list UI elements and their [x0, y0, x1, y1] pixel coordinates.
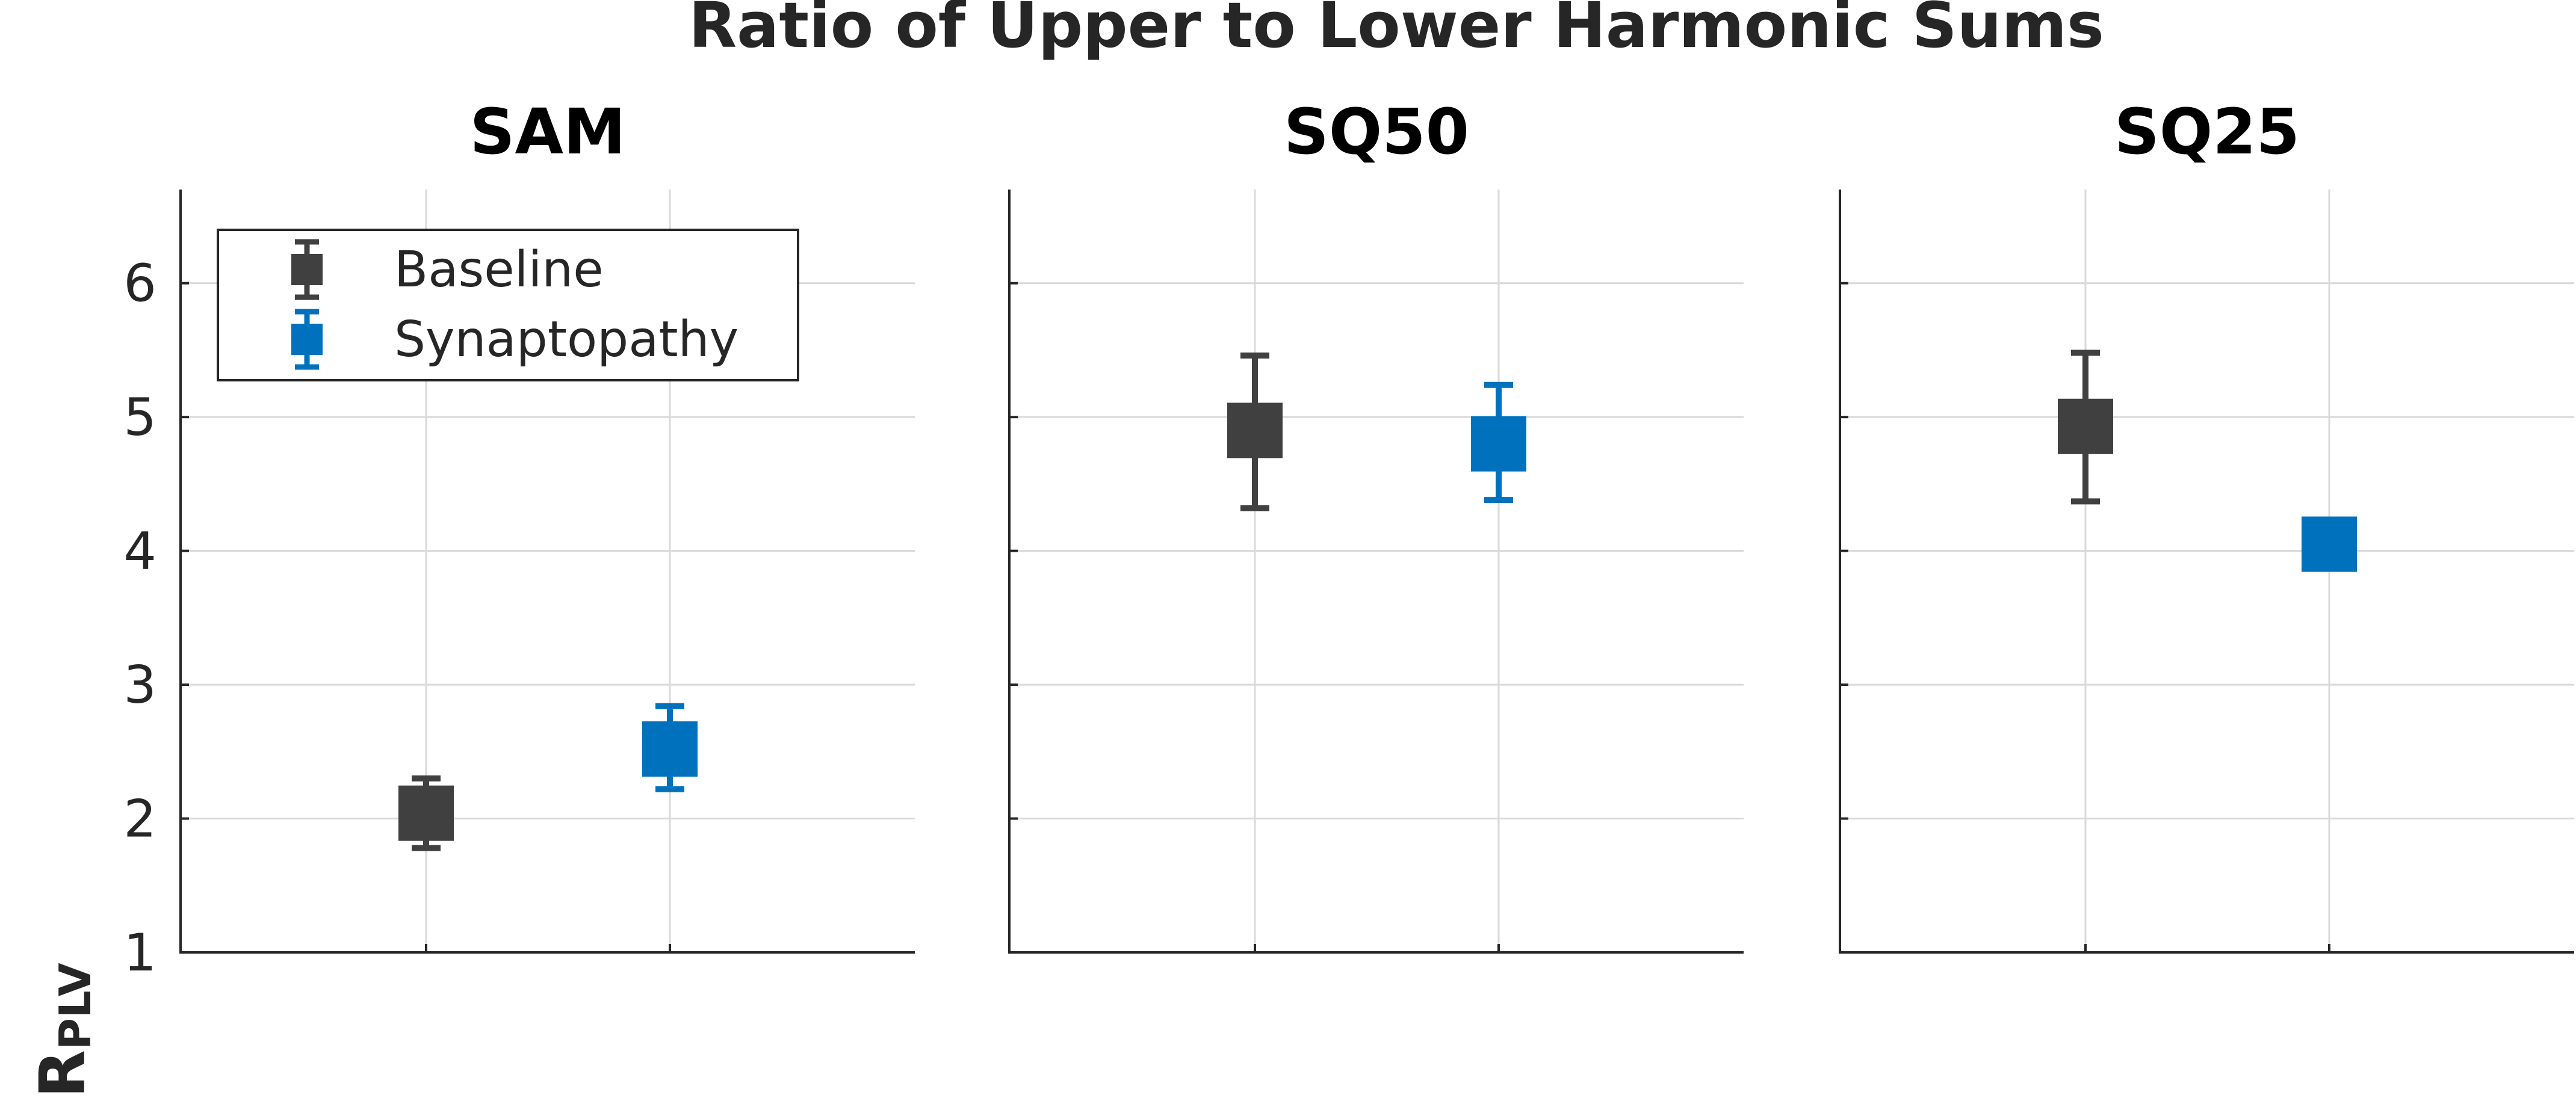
marker-square: [1227, 402, 1283, 458]
panel-sam: SAM 1 2 3 4 5 6 Baseline Synaptopathy: [123, 95, 915, 983]
y-tick-label: 2: [123, 789, 156, 850]
y-tick-label: 4: [123, 522, 156, 582]
legend: Baseline Synaptopathy: [217, 229, 799, 381]
data-point-baseline: [398, 775, 454, 851]
data-point-synaptopathy: [642, 703, 698, 792]
legend-entry-synaptopathy: Synaptopathy: [291, 309, 738, 370]
chart-title: Ratio of Upper to Lower Harmonic Sums: [689, 0, 2104, 62]
marker-square: [1471, 416, 1526, 472]
panels: SAM 1 2 3 4 5 6 Baseline Synaptopathy SQ50 SQ25: [123, 95, 2574, 983]
panel-title: SAM: [470, 95, 626, 168]
axes: [1839, 190, 2574, 954]
legend-label: Baseline: [394, 241, 604, 298]
y-tick-label: 1: [123, 923, 156, 983]
data-point-synaptopathy: [1471, 381, 1526, 504]
panel-title: SQ50: [1284, 95, 1469, 168]
data-point-baseline: [1227, 352, 1283, 511]
axes: [179, 190, 915, 954]
y-axis-label-subscript: PLV: [50, 963, 101, 1050]
y-tick-label: 3: [123, 655, 156, 715]
legend-marker: [291, 324, 323, 355]
panel-title: SQ25: [2114, 95, 2300, 168]
panel-sq50: SQ50: [1008, 95, 1744, 954]
marker-square: [2302, 516, 2357, 572]
y-axis-label-main: R: [26, 1050, 99, 1098]
marker-square: [642, 721, 698, 777]
legend-entry-baseline: Baseline: [291, 239, 604, 300]
panel-sq25: SQ25: [1839, 95, 2574, 954]
y-axis-label: RPLV: [26, 963, 101, 1098]
marker-square: [2058, 398, 2113, 454]
data-point-synaptopathy: [2302, 516, 2357, 572]
axes: [1008, 190, 1744, 954]
y-tick-label: 5: [123, 387, 156, 448]
data-point-baseline: [2058, 350, 2113, 505]
marker-square: [398, 785, 454, 841]
legend-marker: [291, 254, 323, 285]
legend-label: Synaptopathy: [394, 311, 738, 368]
y-tick-label: 6: [123, 254, 156, 314]
